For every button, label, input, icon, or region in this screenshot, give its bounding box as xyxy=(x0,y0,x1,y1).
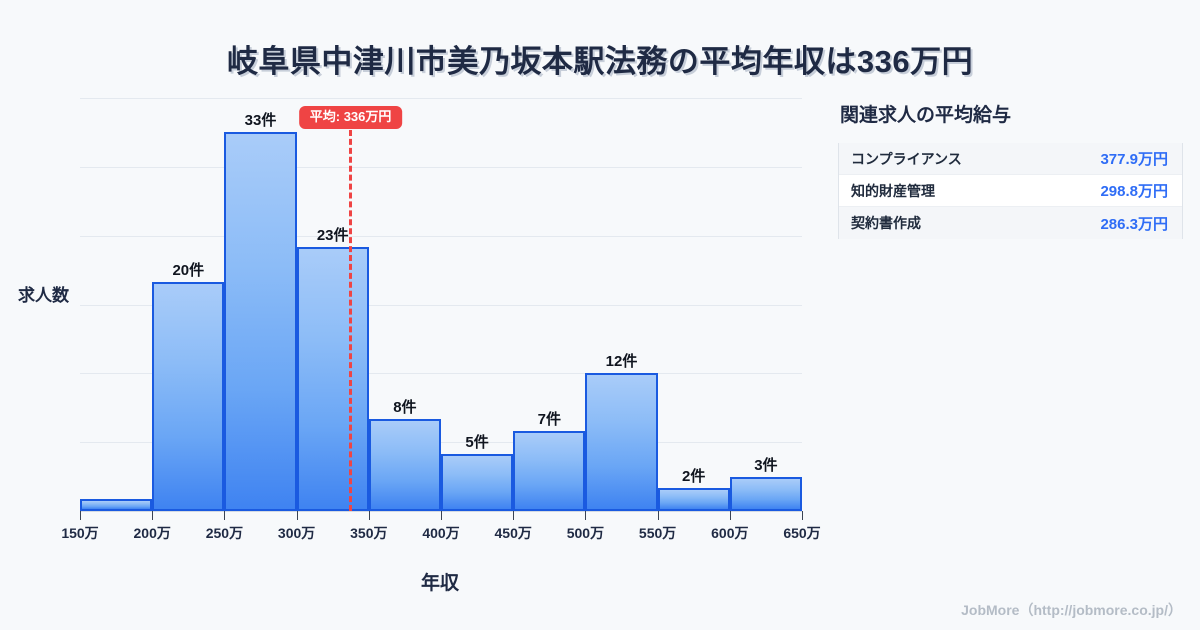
y-axis-title: 求人数 xyxy=(18,286,69,305)
related-salary-heading: 関連求人の平均給与 xyxy=(840,105,1012,126)
x-axis-tick-label: 500万 xyxy=(566,525,605,541)
bar-value-label: 33件 xyxy=(244,112,277,130)
x-axis-tick-label: 250万 xyxy=(205,525,244,541)
x-axis-tick xyxy=(152,511,154,520)
x-axis-tick xyxy=(368,511,370,520)
x-axis-tick xyxy=(585,511,587,520)
related-salary-value: 286.3万円 xyxy=(1100,215,1168,233)
bar xyxy=(152,281,225,511)
average-badge: 平均: 336万円 xyxy=(298,106,403,130)
bar xyxy=(296,247,369,511)
x-axis-tick-label: 550万 xyxy=(638,525,677,541)
x-axis-tick-label: 200万 xyxy=(133,525,171,541)
x-axis-tick-label: 650万 xyxy=(783,525,821,541)
related-salary-value: 377.9万円 xyxy=(1100,151,1168,168)
x-axis-tick-label: 350万 xyxy=(350,525,388,541)
related-salary-label: 知的財産管理 xyxy=(851,182,935,199)
x-axis-tick xyxy=(296,511,298,520)
bar-value-label: 3件 xyxy=(754,456,778,474)
related-salary-row: 契約書作成 286.3万円 xyxy=(839,207,1182,239)
x-axis-tick-label: 400万 xyxy=(422,525,460,541)
bar xyxy=(80,499,153,511)
related-salary-row: コンプライアンス 377.9万円 xyxy=(839,143,1182,175)
related-salary-row: 知的財産管理 298.8万円 xyxy=(839,175,1182,207)
gridline xyxy=(80,373,802,375)
related-salary-label: 契約書作成 xyxy=(851,215,921,231)
x-axis-tick xyxy=(802,511,803,520)
histogram-chart: 150万 200万 250万 300万 350万 400万 450万 500万 550万 600万… xyxy=(18,98,821,594)
x-axis-tick xyxy=(657,511,659,520)
bar xyxy=(657,488,730,511)
x-axis-tick xyxy=(729,511,731,520)
bar xyxy=(513,430,586,511)
footer-watermark: JobMore（http://jobmore.co.jp/） xyxy=(961,602,1182,618)
bar-value-label: 20件 xyxy=(172,261,205,279)
bar xyxy=(441,453,514,511)
x-axis-tick-label: 450万 xyxy=(494,525,532,541)
x-axis-tick xyxy=(224,511,226,520)
gridline xyxy=(80,442,802,444)
related-salary-label: コンプライアンス xyxy=(851,150,962,167)
bar-value-label: 2件 xyxy=(682,468,706,486)
x-axis-tick xyxy=(441,511,442,520)
x-axis-tick-label: 150万 xyxy=(61,525,99,541)
average-line xyxy=(348,130,352,511)
gridline xyxy=(80,304,802,306)
bar-value-label: 8件 xyxy=(393,399,417,417)
bar xyxy=(729,476,802,511)
x-axis-tick xyxy=(513,511,515,520)
plot-area xyxy=(80,98,802,511)
x-axis-tick-label: 300万 xyxy=(277,525,316,541)
x-axis-title: 年収 xyxy=(420,573,459,594)
related-salary-panel: 関連求人の平均給与 コンプライアンス 377.9万円知的財産管理 298.8万円契約… xyxy=(838,100,1183,239)
bar-value-label: 5件 xyxy=(465,433,489,451)
page-title: 岐阜県中津川市美乃坂本駅法務の平均年収は336万円 xyxy=(226,44,974,79)
bar-value-label: 23件 xyxy=(316,227,349,245)
x-axis-tick xyxy=(80,511,81,520)
bar-value-label: 7件 xyxy=(537,410,561,428)
bar xyxy=(368,419,441,511)
related-salary-table: コンプライアンス 377.9万円知的財産管理 298.8万円契約書作成 286.3万円 xyxy=(838,143,1183,239)
gridline xyxy=(80,235,802,237)
bar xyxy=(585,373,658,511)
gridline xyxy=(80,166,802,168)
related-salary-value: 298.8万円 xyxy=(1100,183,1168,200)
bar xyxy=(224,132,297,511)
gridline xyxy=(80,98,802,99)
bar-value-label: 12件 xyxy=(605,353,638,371)
x-axis-tick-label: 600万 xyxy=(711,525,749,541)
